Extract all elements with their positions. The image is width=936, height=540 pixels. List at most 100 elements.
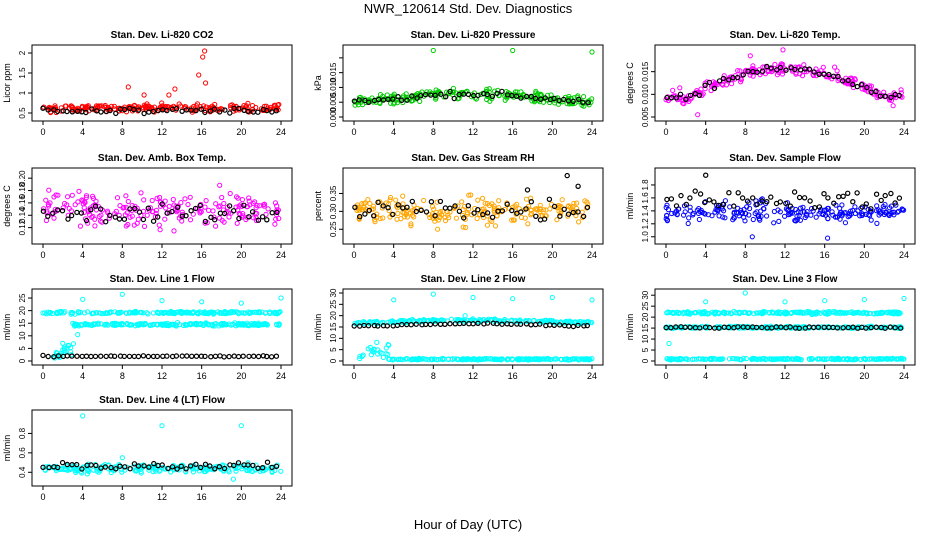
data-point <box>148 322 154 328</box>
x-tick-label: 8 <box>743 250 748 260</box>
data-point <box>754 310 760 316</box>
data-point <box>470 294 476 301</box>
data-point <box>135 107 142 113</box>
x-tick-label: 20 <box>236 250 246 260</box>
data-point <box>164 107 170 114</box>
data-point <box>589 319 595 326</box>
data-point <box>357 353 363 359</box>
data-point <box>715 202 722 209</box>
data-point <box>863 211 869 217</box>
data-point <box>752 210 758 216</box>
data-point <box>252 199 258 205</box>
data-point <box>565 211 572 217</box>
data-point <box>427 321 434 328</box>
data-point <box>187 217 194 223</box>
data-point <box>808 212 814 218</box>
y-axis-label: ml/min <box>313 314 323 341</box>
data-point <box>167 309 173 315</box>
data-point <box>731 215 737 221</box>
points-group <box>663 290 907 363</box>
data-point <box>725 324 732 331</box>
data-point <box>97 353 104 359</box>
x-tick-label: 0 <box>663 371 668 381</box>
data-point <box>787 203 794 209</box>
data-point <box>177 103 184 109</box>
data-point <box>249 103 256 109</box>
data-point <box>131 106 137 113</box>
data-point <box>447 321 453 327</box>
data-point <box>549 294 555 301</box>
data-point <box>437 356 443 362</box>
data-point <box>882 93 889 99</box>
data-point <box>706 310 712 316</box>
data-point <box>570 209 576 216</box>
data-point <box>166 92 172 98</box>
data-point <box>370 203 377 209</box>
data-point <box>451 95 457 102</box>
data-point <box>211 216 218 223</box>
data-point <box>678 357 684 363</box>
data-point <box>523 206 529 212</box>
data-point <box>551 322 557 328</box>
y-axis-label: degrees C <box>2 185 12 227</box>
data-point <box>127 214 133 220</box>
data-point <box>663 216 669 222</box>
data-point <box>809 356 815 362</box>
data-point <box>564 356 570 362</box>
data-point <box>696 216 703 223</box>
panel-title: Stan. Dev. Li-820 Temp. <box>730 30 841 41</box>
data-point <box>117 203 123 209</box>
data-point <box>191 103 197 110</box>
data-point <box>77 309 84 315</box>
data-point <box>885 310 891 316</box>
x-tick-label: 0 <box>40 371 45 381</box>
data-point <box>831 308 837 315</box>
x-tick-label: 4 <box>80 371 85 381</box>
data-point <box>466 206 472 212</box>
data-point <box>209 321 215 328</box>
data-point <box>121 106 128 113</box>
data-point <box>523 196 530 202</box>
data-point <box>121 353 128 360</box>
x-tick-label: 20 <box>547 250 557 260</box>
data-point <box>754 69 760 75</box>
data-point <box>146 467 152 473</box>
panel-4: Stan. Dev. Amb. Box Temp. degrees C 0 4 8 12 1… <box>2 153 293 260</box>
data-point <box>234 220 240 226</box>
data-point <box>813 214 819 220</box>
data-point <box>171 228 177 234</box>
data-point <box>829 209 835 215</box>
data-point <box>739 195 746 201</box>
data-point <box>551 319 558 325</box>
data-point <box>589 96 595 102</box>
data-point <box>390 211 396 218</box>
data-point <box>164 210 170 216</box>
data-point <box>780 47 786 53</box>
data-point <box>365 323 372 329</box>
data-point <box>64 202 70 208</box>
x-tick-label: 12 <box>157 492 167 502</box>
data-point <box>749 356 755 362</box>
y-tick-label: 0.015 <box>641 61 650 82</box>
data-point <box>431 318 437 324</box>
data-point <box>250 309 256 315</box>
data-point <box>743 356 750 362</box>
data-point <box>547 206 553 212</box>
plot-frame <box>654 167 916 245</box>
data-point <box>814 309 820 315</box>
data-point <box>811 69 817 75</box>
data-point <box>685 220 691 227</box>
x-tick-label: 0 <box>663 127 668 137</box>
data-point <box>87 212 93 218</box>
data-point <box>246 195 252 201</box>
data-point <box>800 204 806 210</box>
data-point <box>753 324 760 331</box>
data-point <box>150 310 156 316</box>
data-point <box>848 208 854 214</box>
data-point <box>667 309 673 316</box>
data-point <box>774 310 780 316</box>
data-point <box>888 190 894 197</box>
data-point <box>125 221 131 228</box>
data-point <box>356 95 363 101</box>
